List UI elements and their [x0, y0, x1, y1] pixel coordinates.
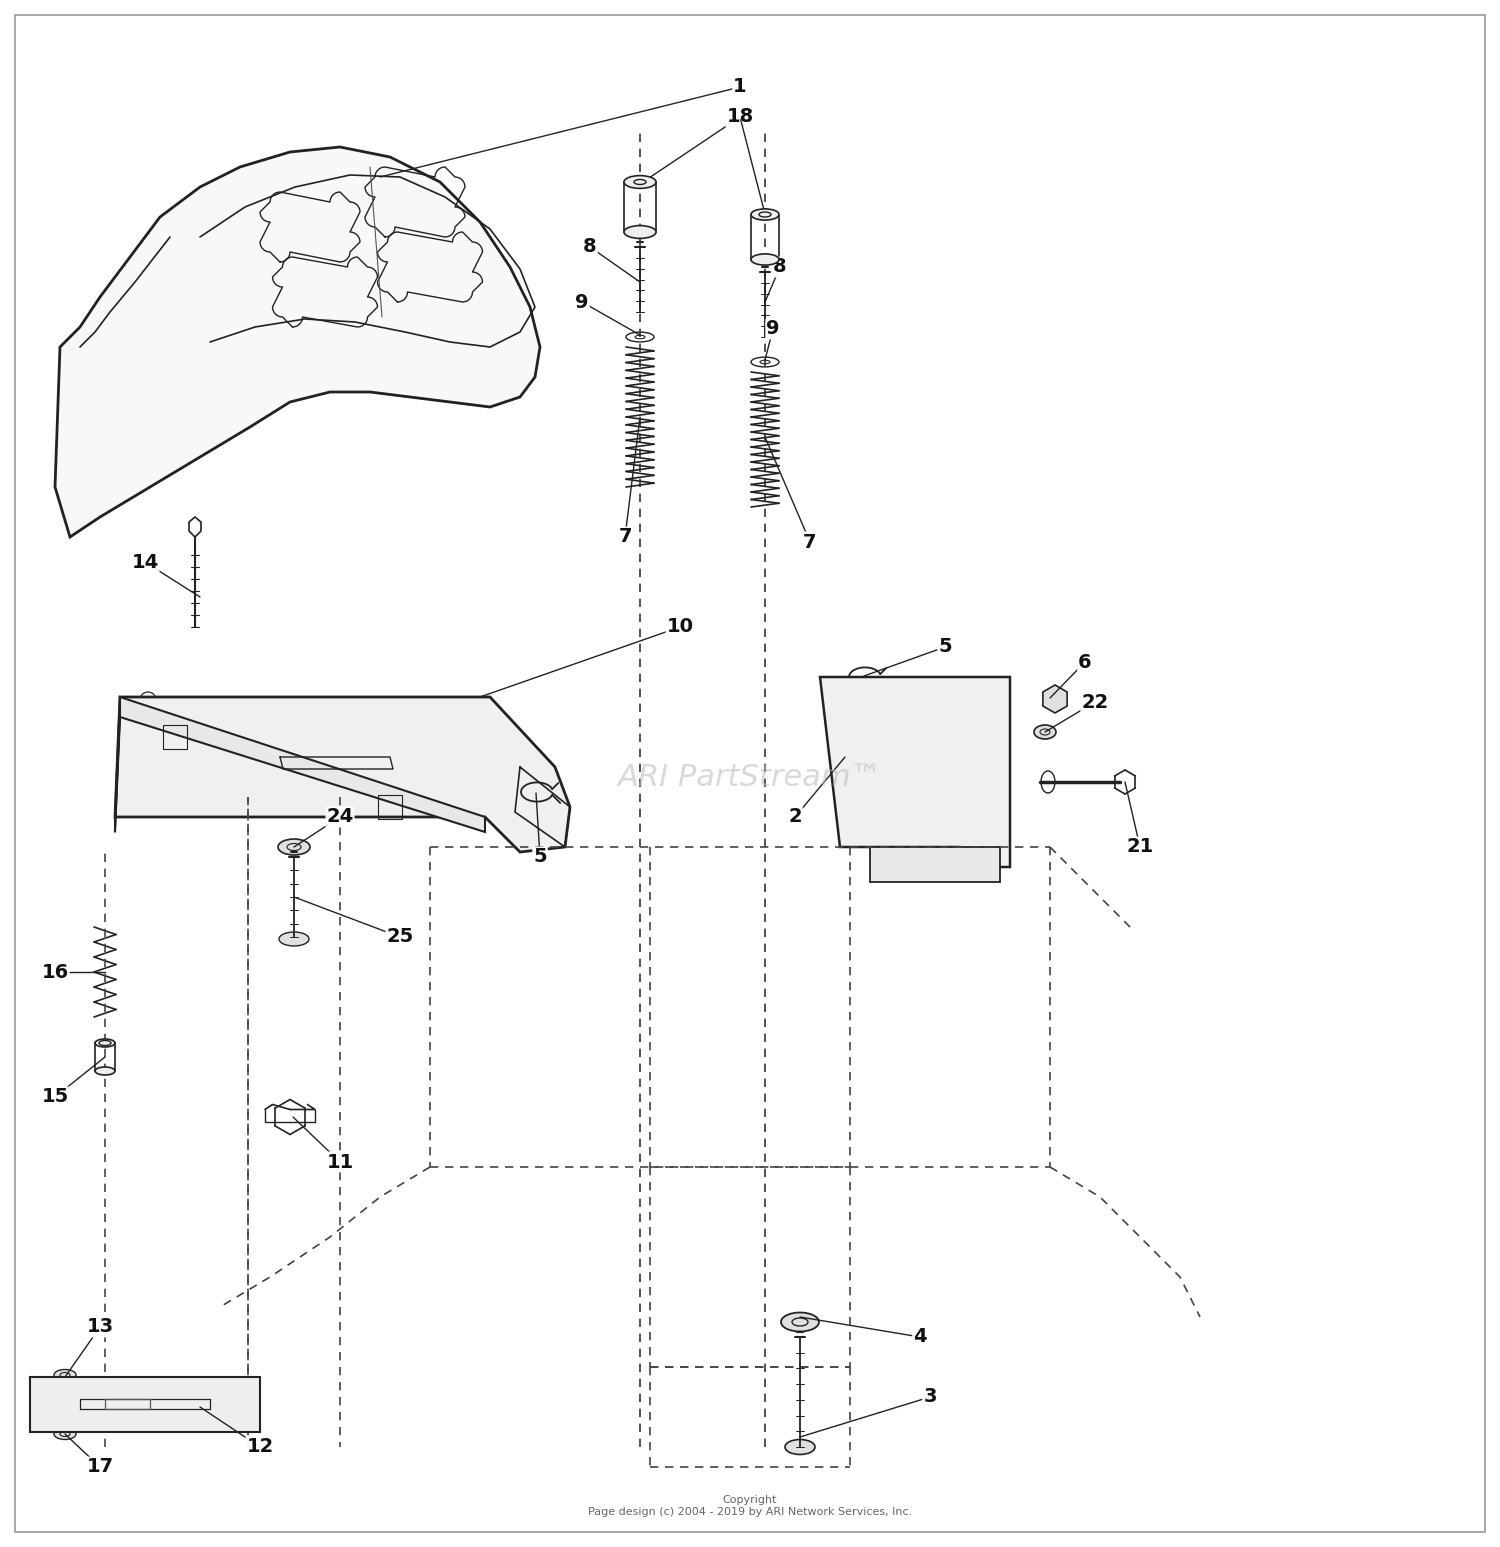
Ellipse shape: [1034, 726, 1056, 739]
Text: 6: 6: [1078, 653, 1092, 671]
Text: 25: 25: [387, 928, 414, 947]
Ellipse shape: [624, 176, 656, 189]
Polygon shape: [120, 698, 484, 832]
Text: 5: 5: [938, 637, 952, 656]
Text: 8: 8: [772, 257, 788, 277]
Polygon shape: [30, 1377, 260, 1433]
Ellipse shape: [278, 838, 310, 855]
Polygon shape: [1042, 685, 1066, 713]
Text: 4: 4: [914, 1327, 927, 1346]
Text: 9: 9: [576, 292, 588, 311]
Text: 12: 12: [246, 1437, 273, 1456]
Ellipse shape: [279, 931, 309, 947]
Text: 18: 18: [726, 107, 753, 127]
Polygon shape: [56, 147, 540, 537]
Text: 8: 8: [584, 238, 597, 257]
Text: 15: 15: [42, 1088, 69, 1106]
Polygon shape: [116, 698, 120, 832]
Polygon shape: [870, 848, 1000, 882]
Text: 1: 1: [734, 77, 747, 96]
Text: 14: 14: [132, 552, 159, 571]
Text: 10: 10: [666, 617, 693, 636]
Ellipse shape: [784, 1440, 814, 1454]
Text: 13: 13: [87, 1318, 114, 1337]
Text: ARI PartStream™: ARI PartStream™: [618, 763, 882, 792]
Text: 2: 2: [788, 808, 802, 826]
Ellipse shape: [752, 209, 778, 220]
Text: 7: 7: [804, 532, 816, 551]
Text: 17: 17: [87, 1457, 114, 1476]
Ellipse shape: [94, 1040, 116, 1047]
Ellipse shape: [54, 1428, 76, 1440]
Text: 9: 9: [766, 320, 780, 339]
Text: 11: 11: [327, 1153, 354, 1171]
Text: 21: 21: [1126, 837, 1154, 857]
Polygon shape: [116, 698, 570, 852]
Ellipse shape: [54, 1369, 76, 1380]
Text: 22: 22: [1082, 693, 1108, 712]
Text: 3: 3: [922, 1388, 936, 1406]
Ellipse shape: [94, 1067, 116, 1075]
Ellipse shape: [782, 1312, 819, 1332]
Text: 24: 24: [327, 808, 354, 826]
Ellipse shape: [624, 226, 656, 238]
Text: 5: 5: [532, 848, 548, 866]
Text: 16: 16: [42, 962, 69, 981]
Text: Copyright
Page design (c) 2004 - 2019 by ARI Network Services, Inc.: Copyright Page design (c) 2004 - 2019 by…: [588, 1496, 912, 1518]
Polygon shape: [821, 678, 1010, 866]
Ellipse shape: [752, 254, 778, 265]
Text: 7: 7: [618, 528, 632, 546]
